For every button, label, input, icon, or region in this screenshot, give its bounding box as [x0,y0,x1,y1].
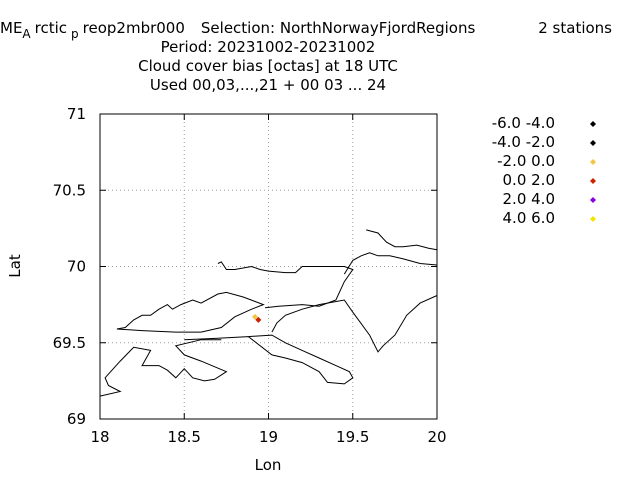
station-point [252,313,259,320]
y-tick-label: 69.5 [53,334,86,352]
legend-marker [590,197,596,203]
axis-ticks: 18 18.5 19 19.5 20 69 69.5 70 70.5 71 [53,105,447,446]
coastline-layer [99,229,438,397]
x-tick-label: 20 [427,428,446,446]
legend-label: -4.0 -2.0 [492,133,555,151]
data-point-layer [252,313,262,323]
legend-label: 4.0 6.0 [503,209,555,227]
title-model-subscript-a: A [22,27,31,41]
x-tick-label: 19 [259,428,278,446]
title-used: Used 00,03,...,21 + 00 03 ... 24 [150,76,386,94]
legend-label: 2.0 4.0 [503,190,555,208]
legend-marker [590,121,596,127]
y-tick-label: 70.5 [53,181,86,199]
coastline [217,261,354,309]
y-tick-label: 69 [67,410,86,428]
y-tick-label: 70 [67,258,86,276]
title-model-part-2: rctic [35,19,67,37]
y-tick-label: 71 [67,105,86,123]
x-tick-label: 18 [90,428,109,446]
x-tick-label: 19.5 [336,428,369,446]
legend-label: -2.0 0.0 [497,152,555,170]
legend-marker [590,159,596,165]
coastline [366,229,438,251]
legend: -6.0 -4.0-4.0 -2.0-2.0 0.00.0 2.02.0 4.0… [492,114,596,227]
x-axis-label: Lon [255,456,282,474]
coastline [343,252,438,275]
station-point [255,316,262,323]
title-model-subscript-p: p [71,27,79,41]
x-tick-label: 18.5 [168,428,201,446]
title-stations: 2 stations [538,19,612,37]
coastline [99,339,228,397]
legend-label: 0.0 2.0 [503,171,555,189]
title-period: Period: 20231002-20231002 [161,38,376,56]
coastline [271,295,438,353]
y-axis-label: Lat [6,254,24,278]
legend-label: -6.0 -4.0 [492,114,555,132]
legend-marker [590,140,596,146]
title-variable: Cloud cover bias [octas] at 18 UTC [138,57,398,75]
grid-lines [100,114,437,419]
title-line-1: MEA rctic p reop2mbr000 Selection: NorthNorw… [0,19,475,41]
coastline [116,291,265,333]
legend-marker [590,178,596,184]
title-model-part-1: ME [0,19,22,37]
title-selection: Selection: NorthNorwayFjordRegions [201,19,476,37]
coastline [184,334,354,385]
legend-marker [590,216,596,222]
title-model-part-3: reop2mbr000 [83,19,185,37]
